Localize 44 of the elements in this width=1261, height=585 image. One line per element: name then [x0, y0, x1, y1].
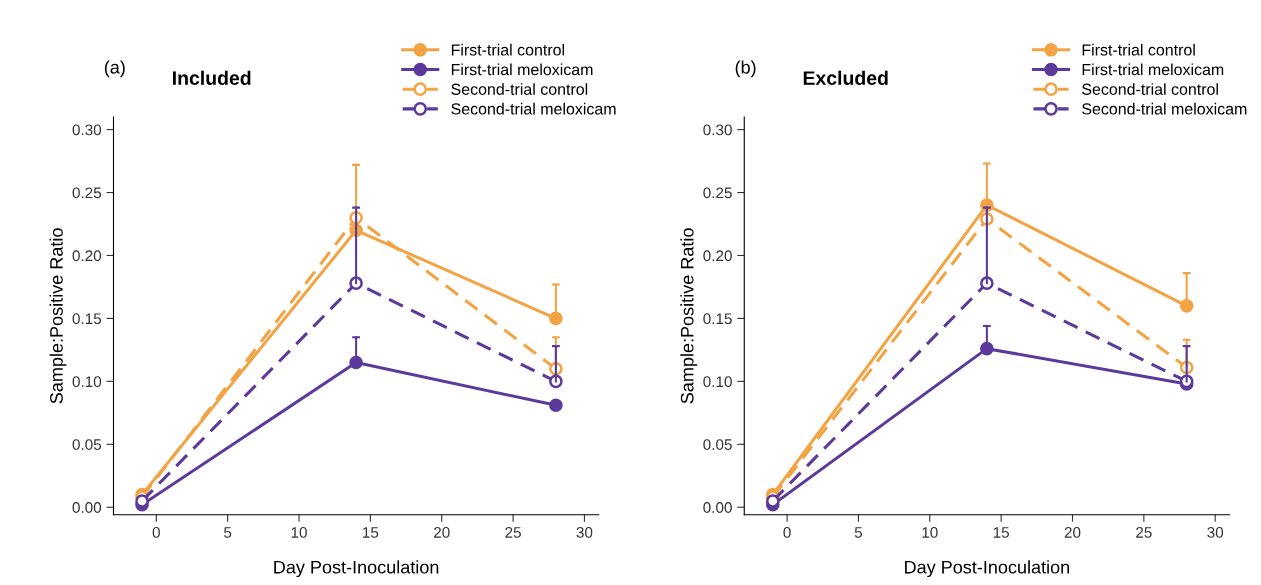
x-tick-label: 15	[363, 527, 379, 538]
legend-label: Second-trial meloxicam	[1082, 102, 1247, 115]
y-tick-label: 0.10	[72, 376, 102, 388]
x-tick-label: 30	[1207, 527, 1224, 538]
text: (b)	[735, 60, 756, 78]
x-tick-label: 25	[505, 527, 521, 538]
y-tick-label: 0.20	[72, 250, 102, 262]
y-axis-title: Sample:Positive Ratio	[49, 228, 67, 404]
chart-title: Excluded	[803, 70, 888, 85]
y-tick-label: 0.15	[703, 313, 732, 325]
x-axis-title: Day Post-Inoculation	[905, 560, 1069, 578]
y-tick-label: 0.00	[703, 502, 732, 513]
x-tick-label: 0	[152, 527, 160, 538]
y-tick-label: 0.25	[703, 187, 732, 199]
x-tick-label: 20	[433, 527, 450, 538]
legend-label: First-trial meloxicam	[451, 63, 593, 76]
x-tick-label: 0	[783, 527, 791, 538]
y-axis-title: Sample:Positive Ratio	[680, 228, 698, 404]
text: (a)	[104, 60, 125, 78]
legend-label: First-trial meloxicam	[1082, 63, 1224, 76]
x-tick-label: 5	[224, 527, 232, 538]
y-tick-label: 0.30	[72, 124, 102, 136]
legend-label: First-trial control	[451, 43, 564, 56]
x-tick-label: 5	[854, 527, 863, 538]
x-tick-label: 25	[1136, 527, 1152, 538]
y-tick-label: 0.30	[703, 124, 732, 136]
y-tick-label: 0.25	[72, 187, 102, 199]
chart-title: Included	[173, 70, 251, 85]
y-tick-label: 0.05	[72, 439, 102, 450]
legend-label: Second-trial control	[1082, 83, 1218, 95]
legend-label: First-trial control	[1082, 43, 1195, 56]
x-tick-label: 20	[1064, 527, 1081, 538]
y-tick-label: 0.20	[703, 250, 732, 262]
y-tick-label: 0.00	[72, 502, 102, 513]
x-tick-label: 15	[993, 527, 1009, 538]
legend-label: Second-trial meloxicam	[451, 102, 616, 115]
y-tick-label: 0.10	[703, 376, 732, 388]
x-tick-label: 10	[922, 527, 938, 538]
x-tick-label: 10	[291, 527, 307, 538]
y-tick-label: 0.15	[72, 313, 102, 325]
legend-label: Second-trial control	[451, 83, 588, 95]
x-tick-label: 30	[576, 527, 593, 538]
y-tick-label: 0.05	[703, 439, 732, 450]
x-axis-title: Day Post-Inoculation	[274, 560, 439, 578]
